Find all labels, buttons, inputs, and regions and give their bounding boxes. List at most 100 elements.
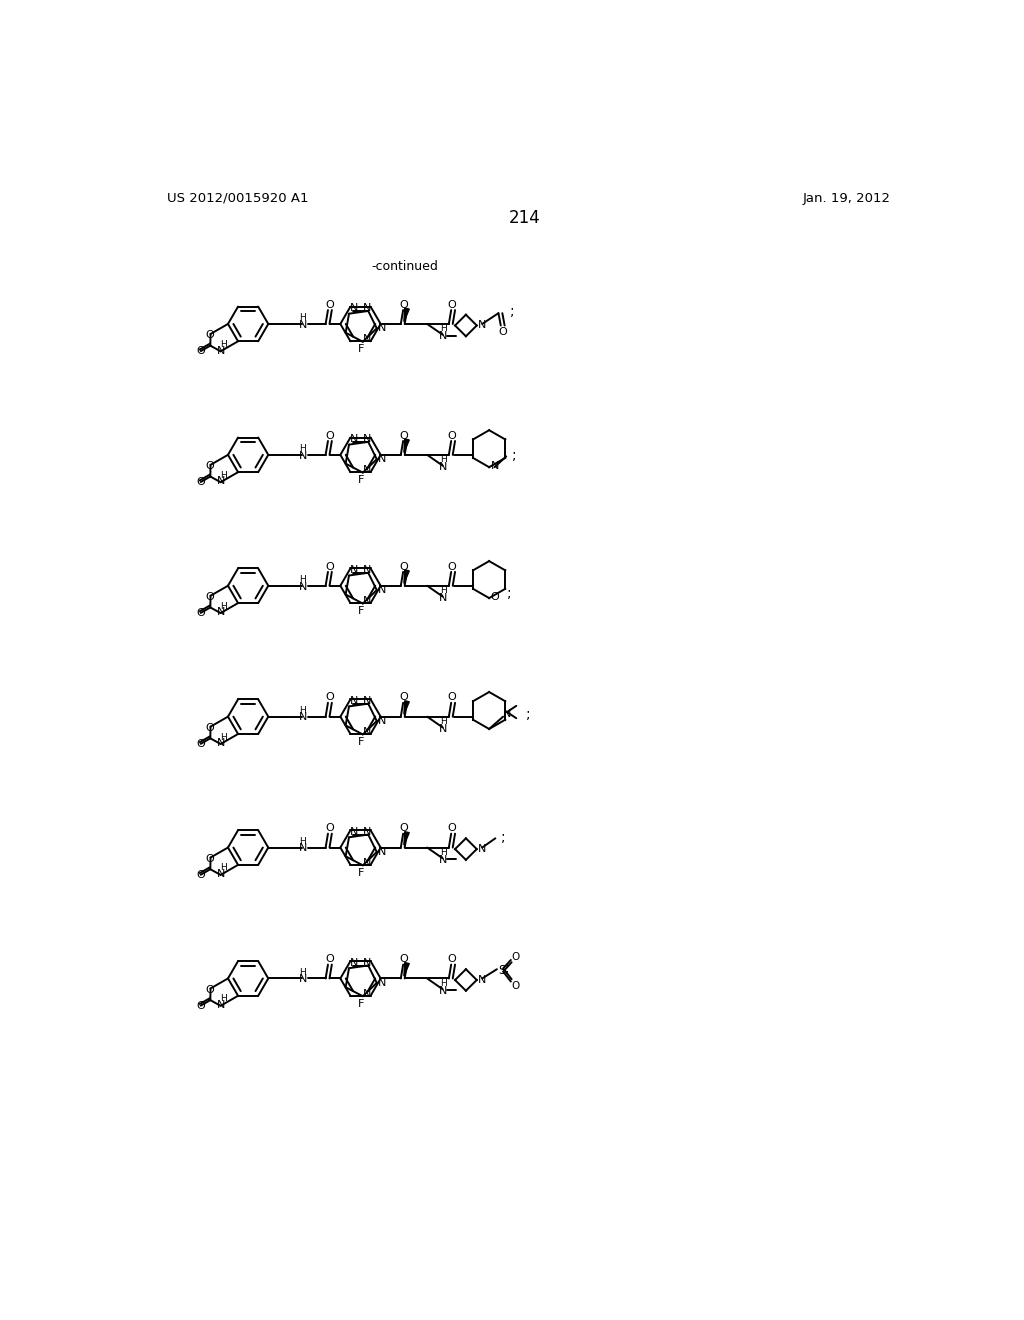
Text: O: O [326,300,334,310]
Text: H: H [299,968,306,977]
Text: O: O [197,607,205,618]
Text: N: N [439,986,447,995]
Text: O: O [447,300,457,310]
Text: 214: 214 [509,210,541,227]
Text: N: N [350,696,358,706]
Text: O: O [197,346,205,356]
Text: N: N [378,454,386,465]
Text: H: H [299,837,306,846]
Text: N: N [299,974,307,985]
Text: O: O [206,330,214,341]
Text: N: N [362,957,371,968]
Text: O: O [399,300,409,310]
Text: F: F [358,345,365,355]
Text: O: O [399,430,409,441]
Text: H: H [220,471,227,479]
Text: N: N [478,843,486,854]
Text: N: N [362,696,371,706]
Text: N: N [350,957,358,968]
Text: N: N [478,975,486,985]
Text: O: O [511,981,519,991]
Text: H: H [220,863,227,873]
Text: N: N [362,989,371,999]
Text: O: O [447,824,457,833]
Text: O: O [447,693,457,702]
Text: ;: ; [501,830,506,843]
Text: N: N [362,597,371,606]
Text: US 2012/0015920 A1: US 2012/0015920 A1 [167,191,308,205]
Text: H: H [299,445,306,453]
Text: F: F [358,606,365,616]
Text: H: H [220,602,227,611]
Text: N: N [299,582,307,591]
Text: H: H [440,717,446,726]
Text: Jan. 19, 2012: Jan. 19, 2012 [802,191,890,205]
Text: O: O [197,870,205,879]
Text: H: H [440,978,446,987]
Text: H: H [440,455,446,463]
Text: N: N [217,607,225,618]
Text: N: N [362,727,371,737]
Text: N: N [439,331,447,342]
Text: H: H [220,339,227,348]
Text: N: N [362,334,371,345]
Text: O: O [511,952,519,962]
Text: S: S [498,964,505,977]
Text: H: H [220,733,227,742]
Text: N: N [362,466,371,475]
Text: ;: ; [510,304,515,318]
Text: O: O [447,430,457,441]
Text: N: N [299,843,307,853]
Text: O: O [206,854,214,865]
Polygon shape [403,308,410,322]
Text: N: N [362,826,371,837]
Text: O: O [490,593,499,602]
Text: ;: ; [507,586,512,601]
Text: N: N [503,709,511,718]
Text: N: N [299,319,307,330]
Text: O: O [498,326,507,337]
Text: N: N [350,565,358,576]
Polygon shape [403,962,410,977]
Text: N: N [378,323,386,334]
Text: N: N [217,869,225,879]
Text: N: N [217,1001,225,1010]
Text: O: O [326,824,334,833]
Text: H: H [299,706,306,715]
Text: O: O [206,723,214,733]
Text: N: N [350,434,358,444]
Text: F: F [358,737,365,747]
Text: O: O [399,954,409,964]
Text: O: O [447,561,457,572]
Text: N: N [478,321,486,330]
Text: N: N [439,855,447,865]
Text: N: N [299,450,307,461]
Text: O: O [197,739,205,748]
Text: F: F [358,999,365,1008]
Text: ;: ; [512,447,516,462]
Text: H: H [299,576,306,583]
Text: H: H [299,313,306,322]
Polygon shape [403,570,410,583]
Text: H: H [440,847,446,857]
Text: N: N [439,723,447,734]
Text: O: O [206,462,214,471]
Text: N: N [378,585,386,595]
Text: N: N [350,826,358,837]
Text: O: O [447,954,457,964]
Text: N: N [490,462,499,471]
Text: O: O [326,693,334,702]
Text: H: H [440,586,446,595]
Text: N: N [378,847,386,857]
Text: O: O [326,430,334,441]
Polygon shape [403,440,410,453]
Text: O: O [399,561,409,572]
Text: -continued: -continued [372,260,438,273]
Text: O: O [206,593,214,602]
Text: O: O [206,985,214,995]
Text: F: F [358,869,365,878]
Text: O: O [399,824,409,833]
Text: N: N [362,304,371,313]
Text: N: N [439,593,447,603]
Text: N: N [217,477,225,487]
